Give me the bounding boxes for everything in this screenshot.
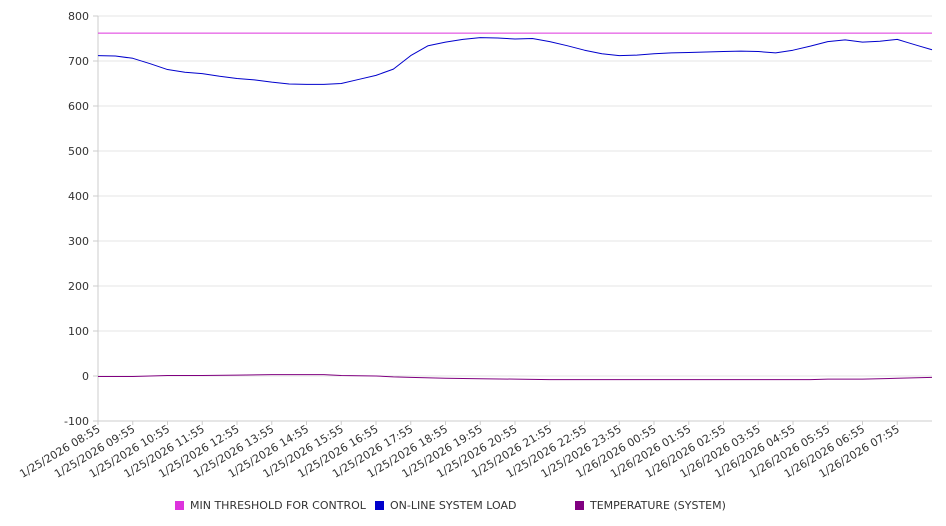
y-tick-label: 500 (68, 145, 89, 158)
y-axis-ticks: -100 0 100 200 300 400 500 600 700 800 (64, 10, 98, 428)
grid (98, 15, 932, 422)
y-tick-label: 200 (68, 280, 89, 293)
series-line-temperature (98, 374, 933, 381)
legend-item-min-threshold: MIN THRESHOLD FOR CONTROL (175, 499, 366, 512)
y-tick-label: 0 (82, 370, 89, 383)
y-tick-label: 800 (68, 10, 89, 23)
legend-item-temperature: TEMPERATURE (SYSTEM) (575, 499, 726, 512)
legend-label-system-load: ON-LINE SYSTEM LOAD (390, 499, 517, 512)
y-tick-label: 400 (68, 190, 89, 203)
legend-label-min-threshold: MIN THRESHOLD FOR CONTROL (190, 499, 366, 512)
legend: MIN THRESHOLD FOR CONTROL ON-LINE SYSTEM… (0, 499, 946, 513)
legend-label-temperature: TEMPERATURE (SYSTEM) (590, 499, 726, 512)
y-tick-label: -100 (64, 415, 89, 428)
x-axis-ticks: 1/25/2026 08:551/25/2026 09:551/25/2026 … (17, 421, 902, 481)
legend-swatch-system-load (375, 501, 384, 510)
y-tick-label: 600 (68, 100, 89, 113)
legend-item-system-load: ON-LINE SYSTEM LOAD (375, 499, 516, 512)
series-lines (97, 32, 933, 381)
y-tick-label: 100 (68, 325, 89, 338)
y-tick-label: 700 (68, 55, 89, 68)
series-line-system-load (97, 37, 933, 85)
legend-swatch-temperature (575, 501, 584, 510)
y-tick-label: 300 (68, 235, 89, 248)
legend-swatch-min-threshold (175, 501, 184, 510)
